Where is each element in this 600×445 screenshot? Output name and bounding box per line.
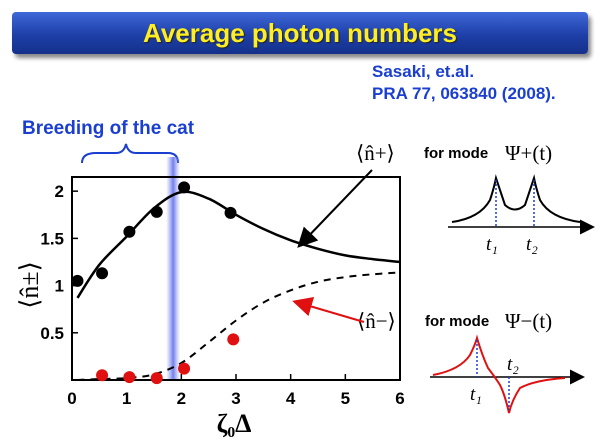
arrow-n-minus — [292, 296, 365, 323]
data-point-n-minus — [123, 371, 136, 384]
breeding-label: Breeding of the cat — [22, 118, 195, 139]
y-tick-label: 0.5 — [40, 324, 64, 343]
data-points-n-minus — [96, 333, 240, 385]
x-axis-label: ζ₀Δ — [217, 409, 252, 438]
data-point-n-plus — [224, 206, 237, 219]
inset-minus-t2: t₂ — [507, 354, 519, 375]
data-point-n-plus — [71, 274, 84, 287]
label-n-plus-math: ⟨n̂+⟩ — [356, 141, 395, 165]
data-point-n-minus — [150, 372, 163, 385]
x-tick-label: 5 — [341, 389, 350, 408]
data-point-n-minus — [96, 369, 109, 382]
x-tick-label: 1 — [122, 389, 131, 408]
x-tick-label: 2 — [177, 389, 186, 408]
inset-psi-minus: t₁ t₂ — [430, 334, 585, 414]
label-n-minus-mode: Ψ−(t) — [505, 309, 552, 333]
curve-n-plus — [76, 190, 401, 299]
y-tick-label: 2 — [55, 182, 64, 201]
data-point-n-plus — [150, 205, 163, 218]
data-point-n-minus — [178, 362, 191, 375]
y-tick-label: 1.5 — [40, 229, 64, 248]
reference-authors: Sasaki, et.al. — [372, 62, 475, 81]
reference-journal: PRA 77, 063840 (2008). — [372, 84, 556, 103]
data-point-n-plus — [96, 267, 109, 280]
inset-plus-t1: t₁ — [486, 234, 498, 255]
curve-n-minus — [77, 271, 401, 381]
data-points-n-plus — [71, 181, 237, 287]
y-tick-label: 1 — [55, 277, 64, 296]
plot-frame — [71, 176, 401, 381]
x-tick-label: 3 — [231, 389, 240, 408]
slide-title: Average photon numbers — [143, 17, 457, 48]
label-n-plus-mode: Ψ+(t) — [505, 141, 552, 165]
label-n-minus-text: for mode — [425, 313, 489, 330]
inset-plus-t2: t₂ — [526, 234, 538, 255]
data-point-n-plus — [123, 225, 136, 238]
arrow-n-plus — [297, 169, 373, 248]
x-tick-label: 6 — [395, 389, 404, 408]
y-axis-label: ⟨n̂±⟩ — [15, 261, 44, 309]
data-point-n-minus — [227, 333, 240, 346]
highlight-band — [166, 157, 181, 380]
title-bar: Average photon numbers — [12, 12, 588, 54]
x-tick-label: 4 — [286, 389, 296, 408]
axis-ticks: 0 1 2 3 4 5 6 0.5 1 1.5 2 — [40, 182, 404, 408]
data-point-n-plus — [178, 181, 191, 194]
x-tick-label: 0 — [67, 389, 76, 408]
breeding-brace — [81, 143, 179, 164]
label-n-plus-text: for mode — [424, 145, 488, 162]
inset-psi-plus: t₁ t₂ — [448, 174, 595, 255]
inset-minus-t1: t₁ — [470, 384, 482, 405]
